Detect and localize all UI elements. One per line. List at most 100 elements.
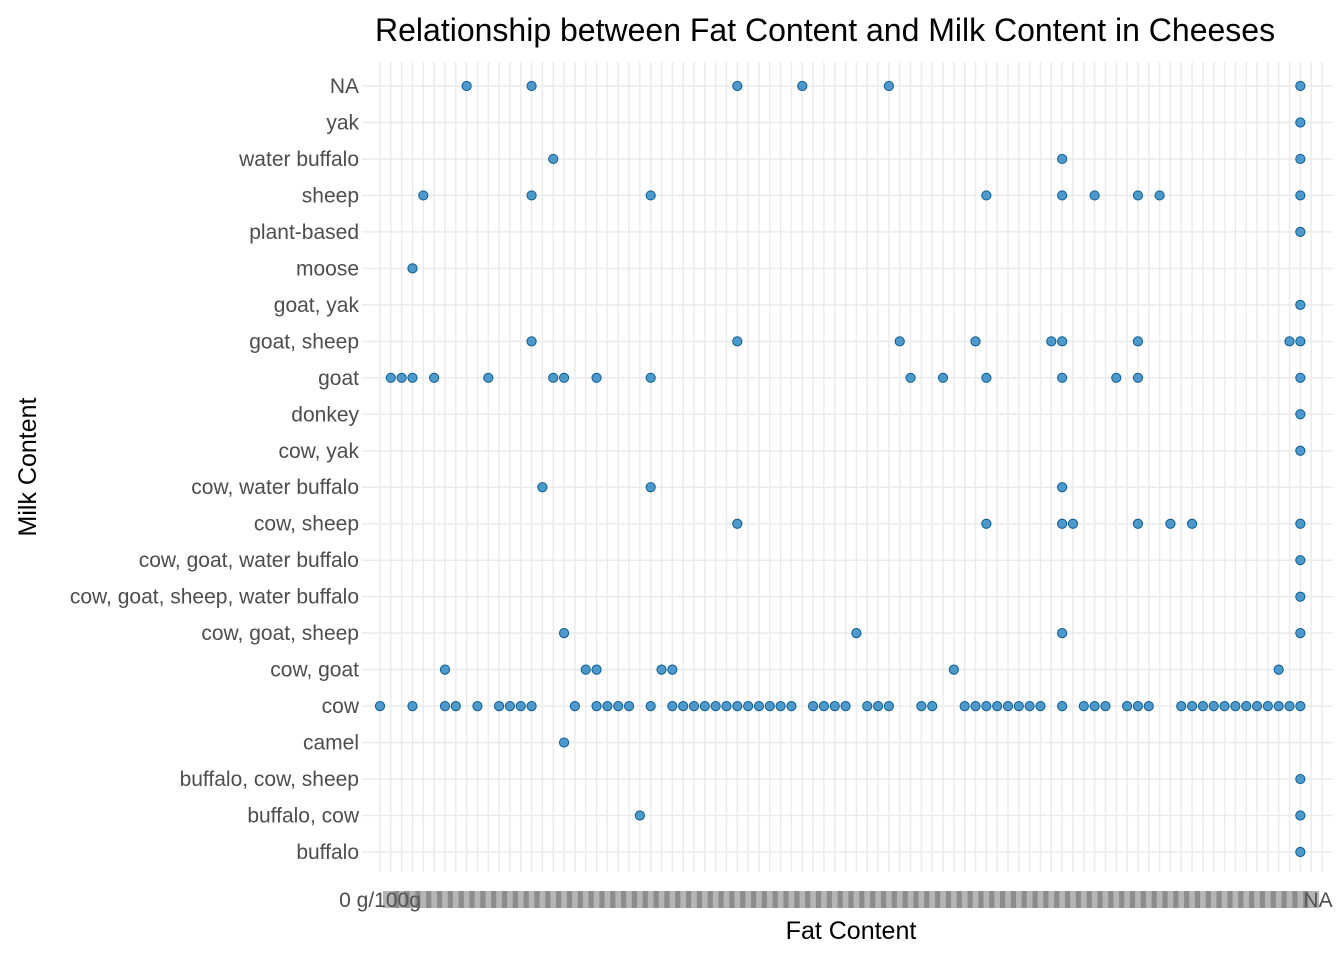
x-tick-label-overlap: [1054, 891, 1071, 908]
data-point: [645, 482, 656, 493]
data-point: [537, 482, 548, 493]
x-tick-label-overlap: [1173, 891, 1190, 908]
x-tick-label-overlap: [870, 891, 887, 908]
data-point: [1295, 773, 1306, 785]
x-tick-label-overlap: [859, 891, 876, 908]
data-point: [1035, 700, 1046, 712]
data-point: [526, 336, 537, 347]
x-tick-label-overlap: [1064, 891, 1081, 908]
data-point: [418, 190, 429, 201]
data-point: [1078, 700, 1089, 712]
x-tick-label-overlap: [1303, 891, 1320, 908]
data-point: [602, 700, 613, 712]
data-point: [1013, 700, 1024, 712]
x-tick-label-overlap: [1249, 891, 1266, 908]
data-point: [1208, 700, 1219, 712]
data-point: [1219, 700, 1230, 712]
data-point: [970, 700, 981, 712]
data-point: [1295, 153, 1306, 165]
data-point: [667, 700, 678, 712]
y-tick-label: cow, water buffalo: [191, 476, 359, 499]
data-point: [558, 628, 570, 639]
data-point: [591, 372, 602, 383]
data-point: [558, 737, 570, 748]
x-axis-label: Fat Content: [786, 917, 917, 945]
data-point: [959, 700, 970, 712]
data-point: [591, 664, 602, 675]
data-point: [407, 372, 418, 383]
y-tick-label: sheep: [302, 184, 359, 207]
x-tick-label-overlap: [1086, 891, 1103, 908]
data-point: [883, 80, 894, 92]
data-point: [504, 700, 516, 712]
y-tick-label: goat, sheep: [249, 330, 359, 353]
data-point: [1295, 409, 1306, 420]
data-point: [883, 700, 894, 712]
data-point: [981, 700, 992, 712]
x-tick-label-overlap: [891, 891, 908, 908]
data-point: [732, 700, 743, 712]
data-point: [1273, 700, 1284, 712]
x-tick-label-overlap: [718, 891, 735, 908]
data-point: [667, 664, 678, 675]
data-point: [591, 700, 602, 712]
y-axis-label: Milk Content: [14, 397, 42, 536]
x-tick-label-overlap: [924, 891, 941, 908]
data-point: [1067, 518, 1079, 529]
y-tick-label: cow, goat, sheep, water buffalo: [70, 586, 359, 609]
x-tick-label-overlap: [902, 891, 919, 908]
y-tick-labels: buffalo buffalo, cow buffalo, cow, sheep ca…: [70, 75, 360, 864]
data-point: [1089, 700, 1100, 712]
data-point: [1186, 518, 1198, 529]
data-point: [1057, 518, 1068, 529]
data-point: [1284, 700, 1295, 712]
x-tick-label-overlap: [1021, 891, 1038, 908]
data-point: [1295, 846, 1306, 858]
x-tick-label-overlap: [707, 891, 724, 908]
data-point: [743, 700, 754, 712]
data-point: [970, 336, 981, 347]
data-point: [894, 336, 905, 347]
y-tick-label: goat, yak: [274, 294, 360, 317]
x-tick-label-overlap: [556, 891, 573, 908]
data-point: [385, 372, 396, 383]
data-point: [1284, 336, 1295, 347]
x-tick-label-overlap: [436, 891, 453, 908]
data-point: [851, 628, 862, 639]
y-tick-label: camel: [303, 732, 359, 755]
x-tick-label-overlap: [805, 891, 822, 908]
data-point: [1122, 700, 1133, 712]
x-tick-label-overlap: [642, 891, 659, 908]
data-point: [645, 700, 656, 712]
data-point: [732, 518, 743, 529]
x-tick-label-overlap: [945, 891, 962, 908]
x-tick-label-overlap: [978, 891, 995, 908]
y-tick-label: donkey: [291, 403, 359, 426]
chart-title: Relationship between Fat Content and Mil…: [375, 12, 1275, 48]
data-point: [558, 372, 570, 383]
data-point: [1057, 372, 1068, 383]
data-point: [1295, 518, 1306, 529]
x-tick-label-overlap: [404, 891, 421, 908]
data-point: [1176, 700, 1187, 712]
data-point: [1295, 299, 1306, 310]
data-point: [786, 700, 797, 712]
x-tick-label-overlap: [1184, 891, 1201, 908]
data-point: [1197, 700, 1208, 712]
x-tick-label-overlap: [989, 891, 1006, 908]
data-point: [1262, 700, 1273, 712]
x-tick-label-overlap: [696, 891, 713, 908]
x-tick-label-overlap: [664, 891, 681, 908]
data-point: [1057, 482, 1068, 493]
data-point: [1295, 226, 1306, 238]
data-point: [569, 700, 580, 712]
x-tick-label-overlap: [566, 891, 583, 908]
x-tick-label-overlap: [1216, 891, 1233, 908]
x-tick-label-overlap: [1032, 891, 1049, 908]
x-tick-label-overlap: [415, 891, 432, 908]
x-tick-label-first: 0 g/100g: [339, 889, 421, 912]
data-point: [1273, 664, 1284, 675]
y-tick-label: plant-based: [249, 221, 359, 244]
x-tick-label-overlap: [491, 891, 508, 908]
